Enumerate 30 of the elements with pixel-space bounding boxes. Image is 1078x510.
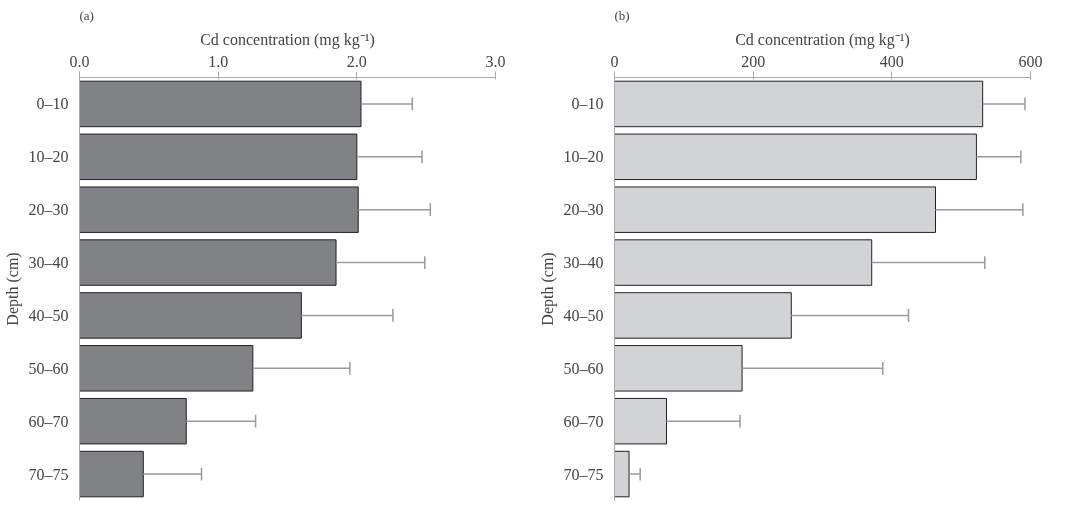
y-tick-label: 50–60 [28,359,69,377]
y-tick-label: 10–20 [28,148,69,166]
x-tick-label: 600 [1018,52,1043,70]
x-tick-label: 200 [741,52,766,70]
x-tick-label: 3.0 [485,52,506,70]
y-tick-label: 70–75 [563,465,604,483]
x-tick-label: 1.0 [208,52,229,70]
x-axis-title: Cd concentration (mg kg⁻¹) [735,30,910,49]
y-axis-title: Depth (cm) [538,252,557,326]
chart-title: (b) [614,7,630,23]
x-tick-label: 2.0 [346,52,367,70]
x-tick-label: 400 [879,52,904,70]
y-tick-label: 60–70 [563,412,604,430]
y-tick-label: 60–70 [28,412,69,430]
y-tick-label: 30–40 [563,254,604,272]
chart-title: (a) [79,7,94,23]
y-tick-label: 20–30 [28,201,69,219]
y-tick-label: 0–10 [36,95,69,113]
y-tick-label: 70–75 [28,465,69,483]
y-tick-label: 30–40 [28,254,69,272]
y-tick-label: 20–30 [563,201,604,219]
x-axis-title: Cd concentration (mg kg⁻¹) [200,30,375,49]
y-tick-label: 0–10 [571,95,604,113]
y-tick-label: 40–50 [28,306,69,324]
y-axis-title: Depth (cm) [3,252,22,326]
x-tick-label: 0.0 [69,52,90,70]
x-tick-label: 0 [610,52,619,70]
y-tick-label: 40–50 [563,306,604,324]
y-tick-label: 50–60 [563,359,604,377]
y-tick-label: 10–20 [563,148,604,166]
